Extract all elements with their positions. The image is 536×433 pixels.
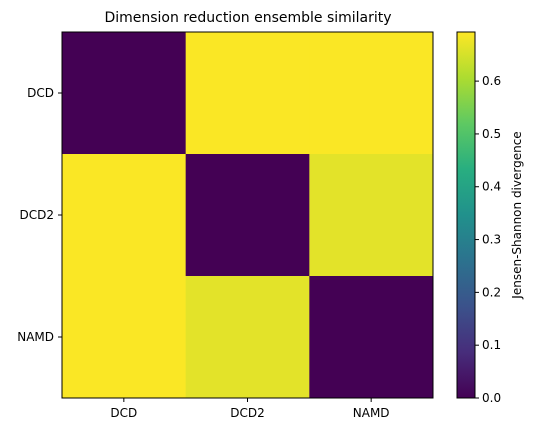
y-axis: DCD DCD2 NAMD: [17, 86, 62, 344]
x-tick-label: DCD2: [230, 406, 265, 420]
heatmap-cell: [62, 276, 187, 399]
chart-title: Dimension reduction ensemble similarity: [104, 10, 391, 26]
colorbar-axis: 0.0 0.1 0.2 0.3 0.4 0.5 0.6: [475, 74, 501, 405]
heatmap-cell: [185, 276, 310, 399]
heatmap-cells: [62, 32, 434, 399]
colorbar: [456, 31, 476, 399]
colorbar-tick-label: 0.4: [482, 180, 501, 194]
heatmap-cell: [309, 276, 434, 399]
y-tick-label: DCD2: [20, 208, 55, 222]
heatmap-cell: [185, 32, 310, 155]
heatmap-cell: [185, 154, 310, 277]
colorbar-tick-label: 0.2: [482, 285, 501, 299]
y-tick-label: DCD: [27, 86, 54, 100]
x-tick-label: NAMD: [353, 406, 390, 420]
y-tick-label: NAMD: [17, 330, 54, 344]
colorbar-tick-label: 0.6: [482, 74, 501, 88]
heatmap-cell: [62, 154, 187, 277]
heatmap-cell: [309, 154, 434, 277]
x-tick-label: DCD: [110, 406, 137, 420]
colorbar-label: Jensen-Shannon divergence: [510, 131, 524, 299]
heatmap-cell: [309, 32, 434, 155]
colorbar-tick-label: 0.1: [482, 338, 501, 352]
colorbar-tick-label: 0.0: [482, 391, 501, 405]
heatmap-cell: [62, 32, 187, 155]
colorbar-tick-label: 0.5: [482, 127, 501, 141]
x-axis: DCD DCD2 NAMD: [110, 398, 390, 420]
colorbar-tick-label: 0.3: [482, 233, 501, 247]
